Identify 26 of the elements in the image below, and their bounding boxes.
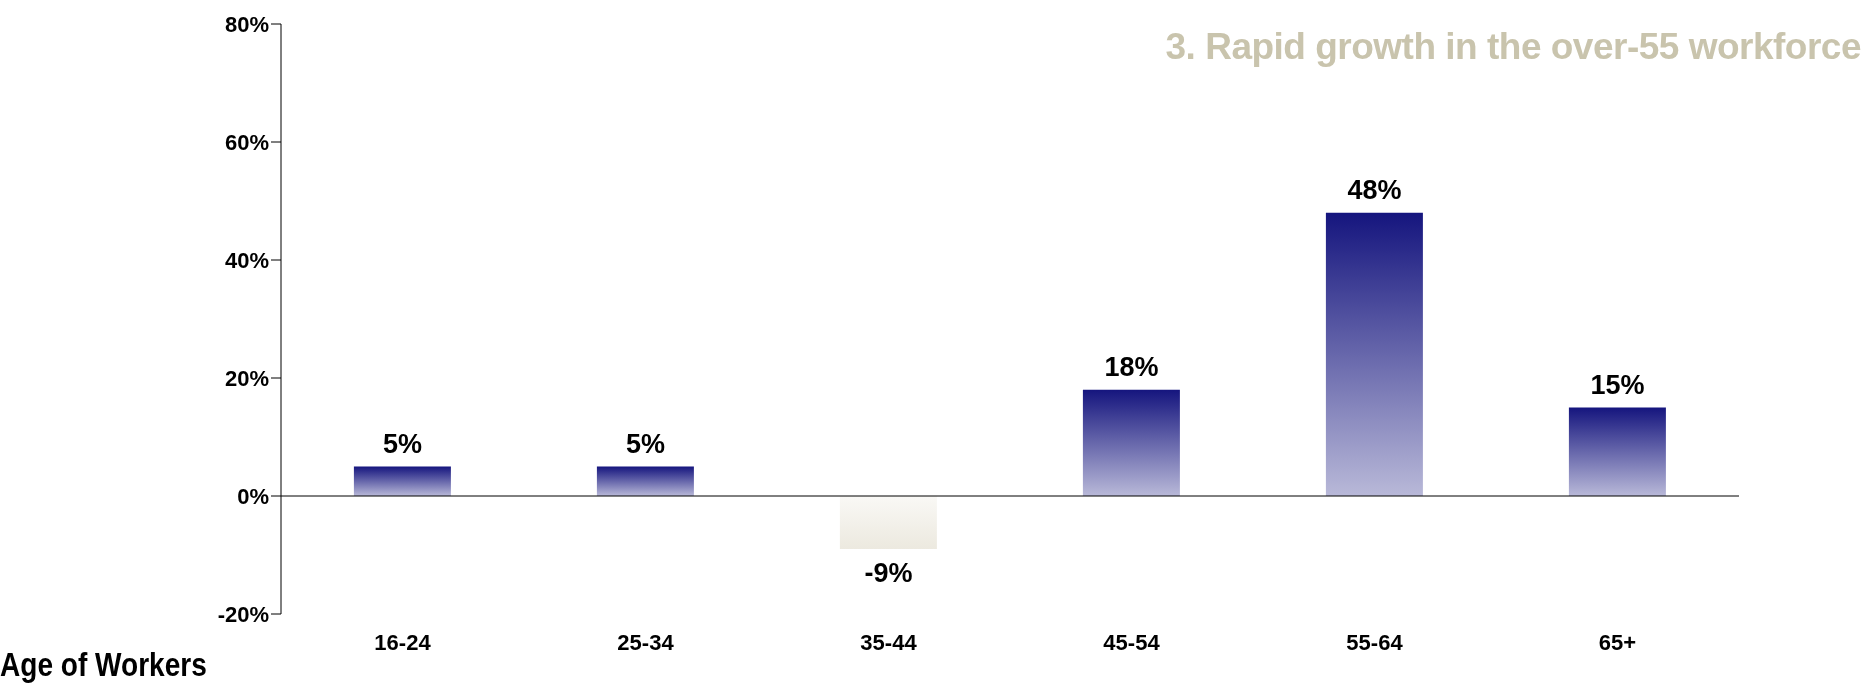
y-tick-label: -20%: [217, 601, 269, 627]
y-tick-label: 60%: [224, 129, 269, 155]
bar: [353, 466, 451, 496]
x-tick-label: 65+: [1598, 629, 1637, 655]
x-tick-label: 55-64: [1346, 629, 1404, 655]
x-axis-title: Age of Workers: [0, 646, 207, 684]
data-label: 48%: [1347, 174, 1402, 205]
y-tick-label: 20%: [224, 365, 269, 391]
bar: [596, 466, 694, 496]
x-tick-label: 35-44: [860, 629, 918, 655]
y-tick-label: 80%: [224, 11, 269, 37]
y-tick-label: 40%: [224, 247, 269, 273]
data-label: 18%: [1104, 351, 1159, 382]
data-label: 5%: [382, 428, 422, 459]
data-label: -9%: [864, 558, 913, 589]
data-label: 15%: [1590, 369, 1645, 400]
x-tick-label: 25-34: [617, 629, 675, 655]
x-tick-label: 16-24: [374, 629, 432, 655]
bar: [1082, 389, 1180, 496]
x-tick-label: 45-54: [1103, 629, 1161, 655]
data-label: 5%: [625, 428, 665, 459]
chart-title: 3. Rapid growth in the over-55 workforce: [1165, 26, 1861, 68]
bar: [1325, 212, 1423, 496]
y-tick-label: 0%: [237, 483, 269, 509]
bar: [839, 496, 937, 550]
bar: [1568, 407, 1666, 496]
